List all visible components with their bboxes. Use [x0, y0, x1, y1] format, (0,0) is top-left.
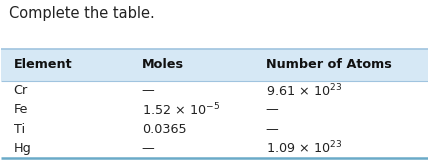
Text: Hg: Hg	[14, 142, 31, 155]
Bar	[1, 139, 428, 158]
Text: Ti: Ti	[14, 123, 24, 136]
Text: Moles: Moles	[142, 58, 184, 71]
Bar	[1, 49, 428, 81]
Text: —: —	[142, 84, 154, 97]
Bar	[1, 100, 428, 120]
Text: Element: Element	[14, 58, 72, 71]
Text: —: —	[266, 103, 278, 116]
Text: 1.09 × 10$^{23}$: 1.09 × 10$^{23}$	[266, 140, 342, 157]
Text: —: —	[142, 142, 154, 155]
Text: 0.0365: 0.0365	[142, 123, 187, 136]
Text: Complete the table.: Complete the table.	[9, 6, 155, 21]
Text: 9.61 × 10$^{23}$: 9.61 × 10$^{23}$	[266, 82, 342, 99]
Text: Fe: Fe	[14, 103, 28, 116]
Bar	[1, 81, 428, 100]
Text: Cr: Cr	[14, 84, 28, 97]
Text: 1.52 × 10$^{-5}$: 1.52 × 10$^{-5}$	[142, 102, 220, 118]
Text: Number of Atoms: Number of Atoms	[266, 58, 392, 71]
Bar	[1, 120, 428, 139]
Text: —: —	[266, 123, 278, 136]
